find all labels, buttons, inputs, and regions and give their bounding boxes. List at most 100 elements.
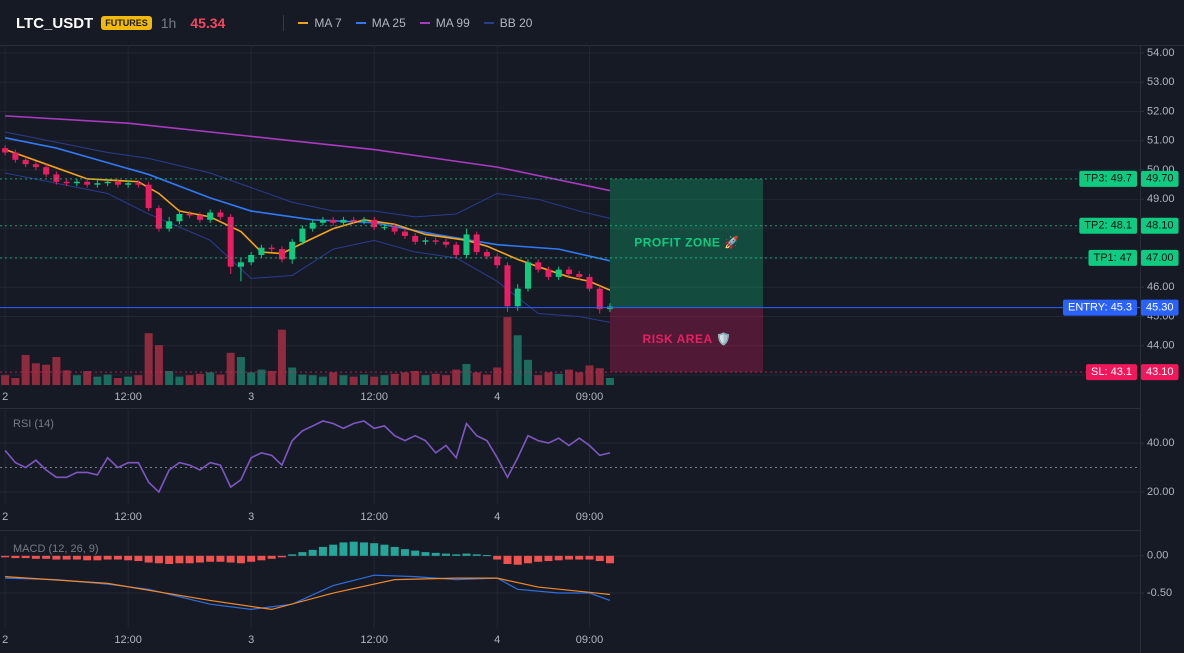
histogram-bar [503, 555, 512, 565]
volume-bar [93, 376, 102, 385]
histogram-bar [175, 555, 184, 564]
volume-bar [31, 363, 40, 385]
candle-body [278, 249, 285, 260]
volume-bar [544, 372, 553, 385]
y-tick-label: 52.00 [1147, 105, 1175, 117]
volume-bar [257, 369, 266, 385]
histogram-bar [400, 549, 409, 556]
volume-bar [575, 372, 584, 385]
y-tick-label: 0.00 [1147, 550, 1168, 562]
histogram-bar [134, 555, 143, 562]
volume-bar [206, 372, 215, 385]
volume-bar [462, 364, 471, 385]
histogram-bar [554, 555, 563, 561]
candle-body [330, 219, 337, 223]
histogram-bar [1, 555, 10, 558]
candle-body [483, 252, 490, 257]
volume-bar [62, 370, 71, 385]
volume-bar [195, 373, 204, 385]
legend-swatch [355, 22, 366, 24]
level-label: TP2: 48.1 [1084, 220, 1132, 232]
volume-bar [134, 375, 143, 385]
histogram-bar [257, 555, 266, 561]
macd-line [5, 576, 611, 611]
candle-body [319, 219, 326, 223]
interval: 1h [160, 15, 177, 31]
volume-bar [277, 329, 286, 385]
candle-body [84, 181, 91, 185]
level-price-label: 49.70 [1146, 173, 1174, 185]
histogram-bar [42, 555, 51, 559]
histogram-bar [370, 543, 379, 556]
histogram-bar [513, 555, 522, 565]
histogram-bar [564, 555, 573, 560]
level-label-bg [1063, 299, 1137, 316]
legend-label: MA 99 [435, 16, 470, 30]
volume-bar [513, 335, 522, 385]
histogram-bar [11, 555, 20, 559]
candle-body [32, 164, 39, 168]
y-tick-label: 40.00 [1147, 437, 1175, 449]
volume-bar [595, 368, 604, 385]
candle-body [401, 231, 408, 236]
x-tick-label: 09:00 [576, 391, 604, 403]
x-tick-label: 2 [2, 634, 8, 646]
candle-body [12, 152, 19, 160]
histogram-bar [31, 555, 40, 559]
separator [283, 15, 285, 31]
legend-item: MA 25 [355, 16, 406, 30]
histogram-bar [308, 549, 317, 556]
volume-bar [267, 371, 276, 385]
candle-body [586, 276, 593, 289]
volume-bar [452, 369, 461, 385]
y-tick-label: 53.00 [1147, 76, 1175, 88]
level-price-label-bg [1141, 249, 1179, 266]
y-tick-label: 51.00 [1147, 135, 1175, 147]
histogram-bar [267, 555, 276, 559]
volume-bar [359, 374, 368, 385]
x-tick-label: 09:00 [576, 511, 604, 523]
histogram-bar [236, 555, 245, 564]
volume-bar [165, 371, 174, 385]
histogram-bar [277, 555, 286, 558]
x-tick-label: 12:00 [360, 511, 388, 523]
candle-body [145, 184, 152, 209]
candle-body [545, 269, 552, 277]
histogram-bar [349, 541, 358, 556]
histogram-bar [288, 554, 297, 556]
volume-bar [441, 375, 450, 385]
y-tick-label: 20.00 [1147, 486, 1175, 498]
y-tick-label: 44.00 [1147, 340, 1175, 352]
candle-body [412, 235, 419, 242]
badge: FUTURES [101, 16, 152, 30]
moving-average [5, 115, 611, 192]
candle-body [596, 288, 603, 310]
histogram-bar [380, 544, 389, 556]
panel-title: RSI (14) [13, 418, 54, 430]
volume-bar [185, 375, 194, 385]
panel-title: MACD (12, 26, 9) [13, 543, 99, 555]
level-label: TP3: 49.7 [1084, 173, 1132, 185]
level-price-label-bg [1141, 170, 1179, 187]
volume-bar [154, 345, 163, 385]
histogram-bar [124, 555, 133, 561]
candle-body [371, 219, 378, 228]
histogram-bar [144, 555, 153, 563]
histogram-bar [452, 554, 461, 556]
macd-line [5, 574, 611, 611]
y-tick-label: 49.00 [1147, 193, 1175, 205]
volume-bar [175, 376, 184, 385]
candle-body [463, 234, 470, 255]
histogram-bar [339, 542, 348, 556]
candle-body [422, 240, 429, 242]
candle-body [53, 174, 60, 182]
histogram-bar [185, 555, 194, 564]
volume-bar [288, 367, 297, 385]
histogram-bar [462, 553, 471, 556]
legend-label: MA 25 [371, 16, 406, 30]
legend-item: MA 7 [298, 16, 342, 30]
volume-bar [52, 357, 61, 385]
histogram-bar [62, 555, 71, 560]
level-label: TP1: 47 [1093, 252, 1132, 264]
